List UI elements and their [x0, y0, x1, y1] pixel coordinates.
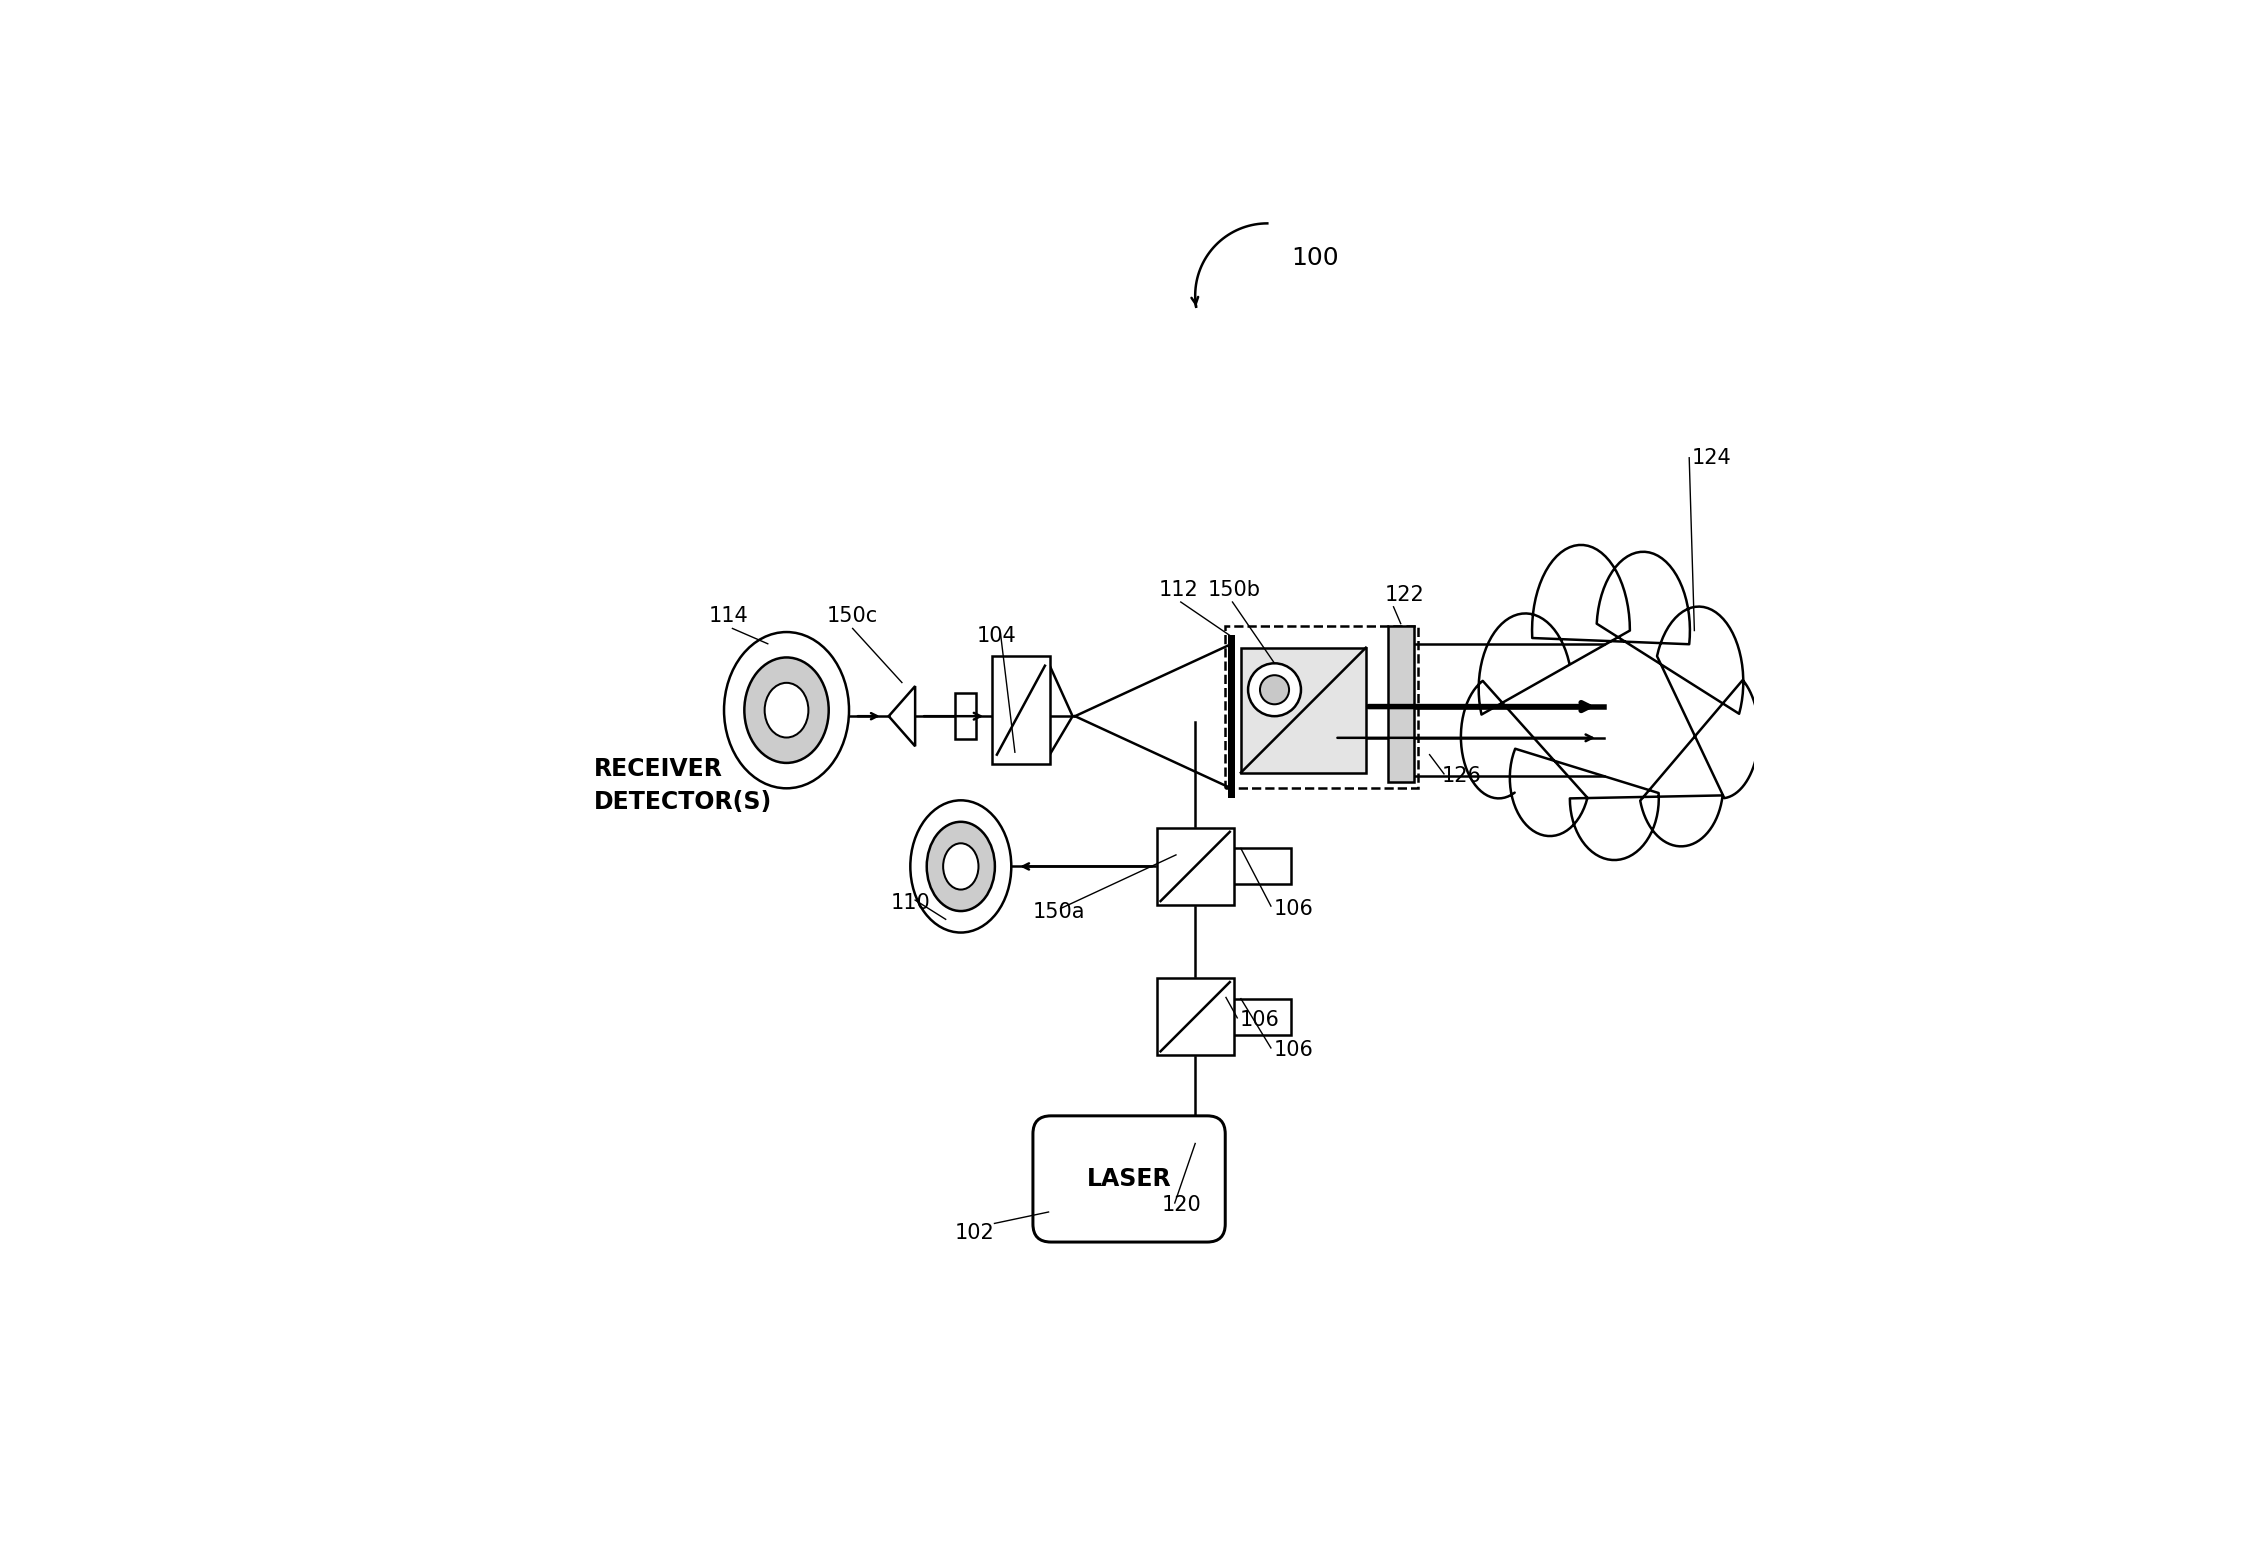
Text: RECEIVER: RECEIVER [594, 757, 722, 782]
FancyBboxPatch shape [1240, 648, 1366, 773]
FancyBboxPatch shape [992, 656, 1051, 765]
FancyBboxPatch shape [1156, 827, 1233, 905]
FancyBboxPatch shape [1220, 849, 1291, 885]
Ellipse shape [927, 821, 994, 912]
Text: 122: 122 [1386, 585, 1424, 604]
FancyBboxPatch shape [1156, 979, 1233, 1055]
FancyBboxPatch shape [1220, 999, 1291, 1035]
FancyBboxPatch shape [1033, 1116, 1226, 1243]
Ellipse shape [943, 843, 979, 890]
Text: DETECTOR(S): DETECTOR(S) [594, 790, 772, 813]
Ellipse shape [911, 801, 1010, 932]
Text: 150a: 150a [1033, 902, 1084, 923]
Text: 110: 110 [891, 893, 931, 913]
Text: 124: 124 [1692, 448, 1730, 468]
Ellipse shape [745, 657, 828, 763]
Text: 112: 112 [1159, 581, 1199, 599]
FancyBboxPatch shape [954, 693, 976, 738]
Text: LASER: LASER [1087, 1168, 1172, 1191]
Text: 150c: 150c [826, 606, 878, 626]
Ellipse shape [724, 632, 848, 788]
Text: 120: 120 [1161, 1196, 1202, 1216]
Text: 114: 114 [709, 606, 749, 626]
Text: 102: 102 [954, 1224, 994, 1243]
FancyBboxPatch shape [1051, 1133, 1208, 1224]
Text: 106: 106 [1240, 1010, 1280, 1030]
FancyBboxPatch shape [1388, 626, 1413, 782]
Text: 126: 126 [1442, 766, 1480, 787]
Text: 100: 100 [1292, 247, 1339, 270]
Text: 104: 104 [976, 626, 1017, 646]
Circle shape [1260, 676, 1289, 704]
Circle shape [1249, 663, 1300, 716]
Text: 150b: 150b [1208, 581, 1260, 599]
FancyBboxPatch shape [1226, 626, 1418, 788]
Text: 106: 106 [1273, 899, 1314, 918]
Text: 106: 106 [1273, 1040, 1314, 1060]
Ellipse shape [765, 682, 808, 737]
